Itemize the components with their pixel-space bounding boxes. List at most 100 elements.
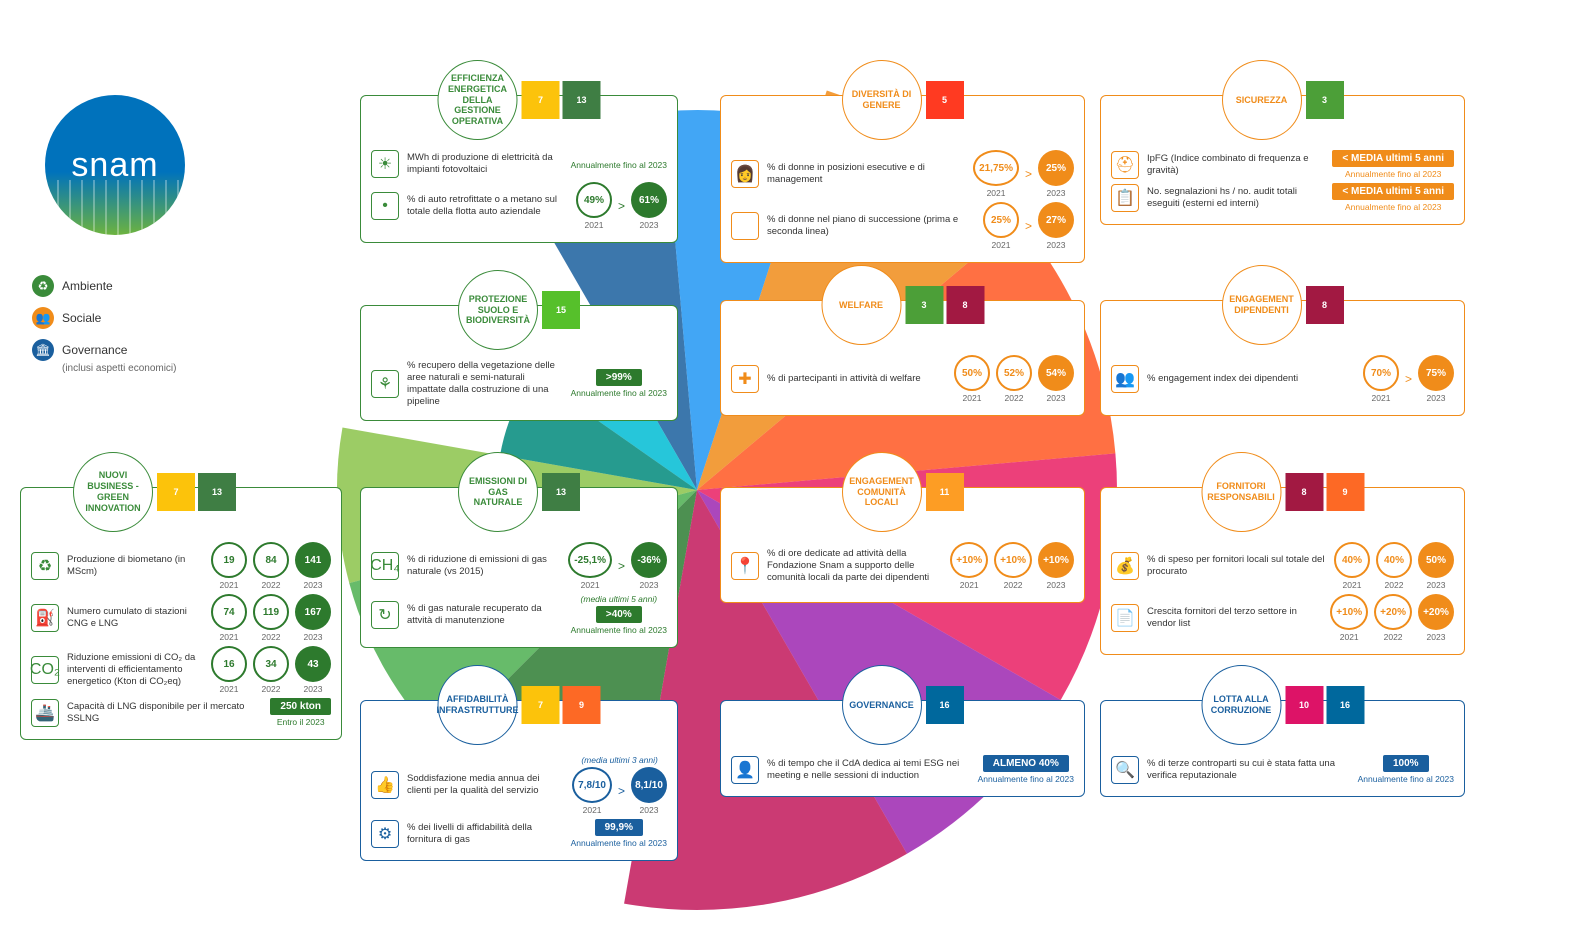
kpi-icon: ⛽ <box>31 604 59 632</box>
arrow-icon: > <box>1025 219 1032 233</box>
sdg-13-icon: 13 <box>563 81 601 119</box>
banner-sub: Annualmente fino al 2023 <box>1345 202 1441 212</box>
value-pill: +10% <box>1038 542 1074 578</box>
value-banner: 100% <box>1383 755 1429 772</box>
kpi-row: CH₄% di riduzione di emissioni di gas na… <box>371 542 667 590</box>
value-pill: 49% <box>576 182 612 218</box>
kpi-row: ☀MWh di produzione di elettricità da imp… <box>371 150 667 178</box>
legend-soc: Sociale <box>62 311 101 325</box>
kpi-text: % di terze controparti su cui è stata fa… <box>1147 758 1350 782</box>
card-fornitori: FORNITORI RESPONSABILI89💰% di speso per … <box>1100 487 1465 655</box>
kpi-icon: 👩 <box>731 160 759 188</box>
card-title: ENGAGEMENT DIPENDENTI <box>1222 265 1302 345</box>
banner-sub: Annualmente fino al 2023 <box>1358 774 1454 784</box>
kpi-icon: 💰 <box>1111 552 1139 580</box>
card-protezione: PROTEZIONE SUOLO E BIODIVERSITÀ15⚘% recu… <box>360 305 678 421</box>
kpi-row: ↻% di gas naturale recuperato da attvità… <box>371 594 667 635</box>
kpi-row: 💰% di speso per fornitori locali sul tot… <box>1111 542 1454 590</box>
sdg-15-icon: 15 <box>542 291 580 329</box>
kpi-icon: 📍 <box>731 552 759 580</box>
sdg-13-icon: 13 <box>198 473 236 511</box>
value-pill: +10% <box>950 542 988 578</box>
card-affidabilita: AFFIDABILITÀ INFRASTRUTTURE79👍Soddisfazi… <box>360 700 678 861</box>
year-label: 2022 <box>1005 393 1024 403</box>
year-label: 2021 <box>581 580 600 590</box>
year-label: 2021 <box>1372 393 1391 403</box>
value-pill: 27% <box>1038 202 1074 238</box>
kpi-text: Soddisfazione media annua dei clienti pe… <box>407 773 564 797</box>
arrow-icon: > <box>618 559 625 573</box>
value-banner: >99% <box>596 369 642 386</box>
sdg-9-icon: 9 <box>563 686 601 724</box>
value-pill: 25% <box>983 202 1019 238</box>
year-label: 2023 <box>640 220 659 230</box>
kpi-text: IpFG (Indice combinato di frequenza e gr… <box>1147 153 1324 177</box>
value-pill: 141 <box>295 542 331 578</box>
year-label: 2022 <box>1385 580 1404 590</box>
kpi-text: % di ore dedicate ad attività della Fond… <box>767 548 942 584</box>
kpi-icon: ✚ <box>731 365 759 393</box>
kpi-text: Capacità di LNG disponibile per il merca… <box>67 701 262 725</box>
value-pill: +10% <box>994 542 1032 578</box>
value-pill: 61% <box>631 182 667 218</box>
year-label: 2022 <box>262 632 281 642</box>
value-banner: < MEDIA ultimi 5 anni <box>1332 150 1454 167</box>
year-label: 2023 <box>1047 188 1066 198</box>
year-label: 2023 <box>640 580 659 590</box>
value-pill: 25% <box>1038 150 1074 186</box>
value-banner: 250 kton <box>270 698 331 715</box>
sdg-9-icon: 9 <box>1326 473 1364 511</box>
kpi-text: % recupero della vegetazione delle aree … <box>407 360 563 408</box>
kpi-text: % di tempo che il CdA dedica ai temi ESG… <box>767 758 970 782</box>
sdg-10-icon: 10 <box>1285 686 1323 724</box>
card-title: GOVERNANCE <box>842 665 922 745</box>
sdg-7-icon: 7 <box>522 81 560 119</box>
card-title: LOTTA ALLA CORRUZIONE <box>1201 665 1281 745</box>
card-title: AFFIDABILITÀ INFRASTRUTTURE <box>438 665 518 745</box>
kpi-icon: ♻ <box>31 552 59 580</box>
year-label: 2021 <box>960 580 979 590</box>
value-pill: -36% <box>631 542 667 578</box>
kpi-text: % di auto retrofittate o a metano sul to… <box>407 194 568 218</box>
kpi-text: Crescita fornitori del terzo settore in … <box>1147 606 1322 630</box>
banner-sub: Annualmente fino al 2023 <box>571 625 667 635</box>
kpi-text: Produzione di biometano (in MScm) <box>67 554 203 578</box>
banner-sup: (media ultimi 5 anni) <box>581 594 658 604</box>
arrow-icon: > <box>1025 167 1032 181</box>
year-label: 2023 <box>1047 393 1066 403</box>
kpi-row: ⛽Numero cumulato di stazioni CNG e LNG74… <box>31 594 331 642</box>
value-pill: 119 <box>253 594 289 630</box>
year-label: 2023 <box>1047 580 1066 590</box>
card-title: ENGAGEMENT COMUNITÀ LOCALI <box>842 452 922 532</box>
kpi-icon: 🚢 <box>31 699 59 727</box>
kpi-icon: CO₂ <box>31 656 59 684</box>
kpi-text: Numero cumulato di stazioni CNG e LNG <box>67 606 203 630</box>
kpi-icon: ⛑ <box>1111 151 1139 179</box>
year-label: 2021 <box>583 805 602 815</box>
arrow-icon: > <box>618 784 625 798</box>
banner-sub: Annualmente fino al 2023 <box>571 388 667 398</box>
kpi-row: % di donne nel piano di successione (pri… <box>731 202 1074 250</box>
year-label: 2021 <box>1340 632 1359 642</box>
sdg-13-icon: 13 <box>542 473 580 511</box>
card-title: SICUREZZA <box>1222 60 1302 140</box>
sdg-16-icon: 16 <box>926 686 964 724</box>
kpi-text: % di riduzione di emissioni di gas natur… <box>407 554 560 578</box>
kpi-text: % di partecipanti in attività di welfare <box>767 373 946 385</box>
card-title: WELFARE <box>821 265 901 345</box>
sdg-8-icon: 8 <box>1285 473 1323 511</box>
value-pill: 19 <box>211 542 247 578</box>
sdg-8-icon: 8 <box>946 286 984 324</box>
kpi-text: % di gas naturale recuperato da attvità … <box>407 603 563 627</box>
year-label: 2022 <box>1384 632 1403 642</box>
kpi-row: ⛑ IpFG (Indice combinato di frequenza e g… <box>1111 150 1454 179</box>
year-label: 2023 <box>304 580 323 590</box>
kpi-text: % engagement index dei dipendenti <box>1147 373 1355 385</box>
value-pill: 8,1/10 <box>631 767 667 803</box>
value-banner: ALMENO 40% <box>983 755 1069 772</box>
people-icon: 👥 <box>32 307 54 329</box>
card-governance: GOVERNANCE16👤% di tempo che il CdA dedic… <box>720 700 1085 797</box>
value-banner: 99,9% <box>595 819 643 836</box>
banner-sub: Annualmente fino al 2023 <box>571 838 667 848</box>
value-pill: 167 <box>295 594 331 630</box>
